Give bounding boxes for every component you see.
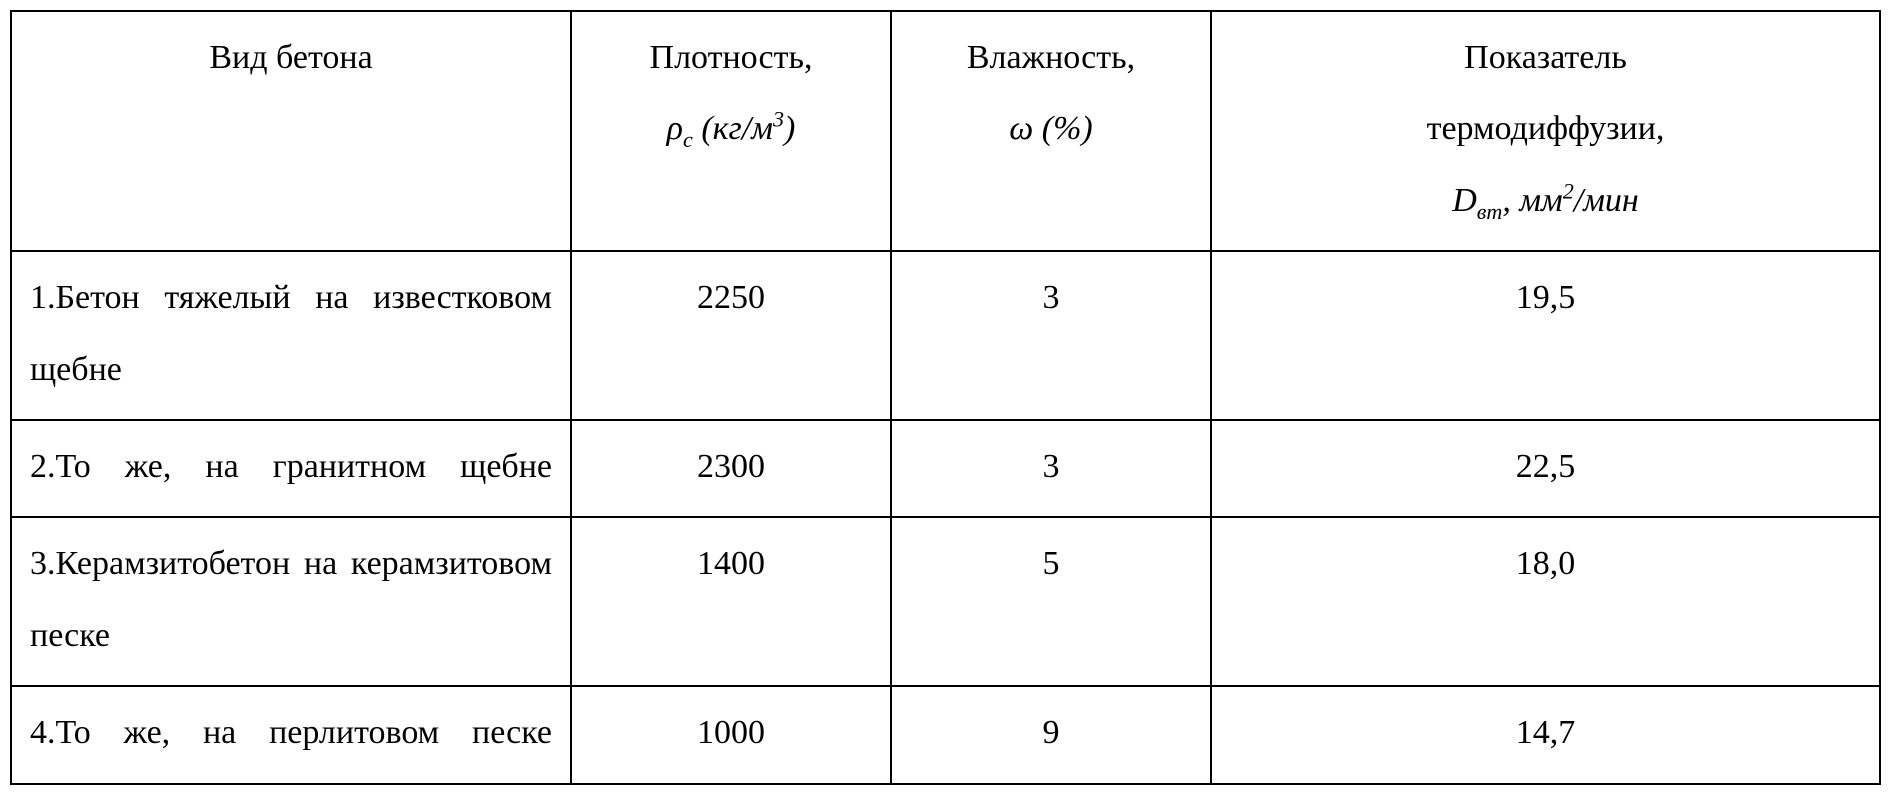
col-header-density-title: Плотность,: [590, 22, 872, 93]
cell-humidity: 3: [891, 420, 1211, 517]
cell-density: 1400: [571, 517, 891, 686]
col-header-density: Плотность, ρс (кг/м3): [571, 11, 891, 251]
col-header-diffusivity-title2: термодиффузии,: [1230, 93, 1861, 164]
cell-density: 1000: [571, 686, 891, 783]
cell-type: 2.То же, на гранитном щебне: [11, 420, 571, 517]
cell-type: 3.Керамзитобетон на керамзитовом песке: [11, 517, 571, 686]
cell-diffusivity: 22,5: [1211, 420, 1880, 517]
col-header-humidity: Влажность, ω (%): [891, 11, 1211, 251]
col-header-diffusivity-title1: Показатель: [1230, 22, 1861, 93]
table-row: 2.То же, на гранитном щебне 2300 3 22,5: [11, 420, 1880, 517]
col-header-diffusivity: Показатель термодиффузии, Dвт, мм2/мин: [1211, 11, 1880, 251]
cell-diffusivity: 18,0: [1211, 517, 1880, 686]
col-header-density-symbol: ρс (кг/м3): [590, 93, 872, 164]
cell-density: 2250: [571, 251, 891, 420]
col-header-diffusivity-symbol: Dвт, мм2/мин: [1230, 165, 1861, 236]
cell-diffusivity: 19,5: [1211, 251, 1880, 420]
col-header-humidity-title: Влажность,: [910, 22, 1192, 93]
cell-type: 4.То же, на перлитовом песке: [11, 686, 571, 783]
table-row: 4.То же, на перлитовом песке 1000 9 14,7: [11, 686, 1880, 783]
cell-type: 1.Бетон тяжелый на известковом щебне: [11, 251, 571, 420]
table-body: 1.Бетон тяжелый на известковом щебне 225…: [11, 251, 1880, 783]
table-row: 1.Бетон тяжелый на известковом щебне 225…: [11, 251, 1880, 420]
col-header-type: Вид бетона: [11, 11, 571, 251]
cell-humidity: 5: [891, 517, 1211, 686]
table-row: 3.Керамзитобетон на керамзитовом песке 1…: [11, 517, 1880, 686]
col-header-type-text: Вид бетона: [30, 22, 552, 93]
col-header-humidity-symbol: ω (%): [910, 93, 1192, 164]
concrete-properties-table: Вид бетона Плотность, ρс (кг/м3) Влажнос…: [10, 10, 1881, 785]
cell-humidity: 9: [891, 686, 1211, 783]
cell-diffusivity: 14,7: [1211, 686, 1880, 783]
table-header-row: Вид бетона Плотность, ρс (кг/м3) Влажнос…: [11, 11, 1880, 251]
cell-humidity: 3: [891, 251, 1211, 420]
cell-density: 2300: [571, 420, 891, 517]
